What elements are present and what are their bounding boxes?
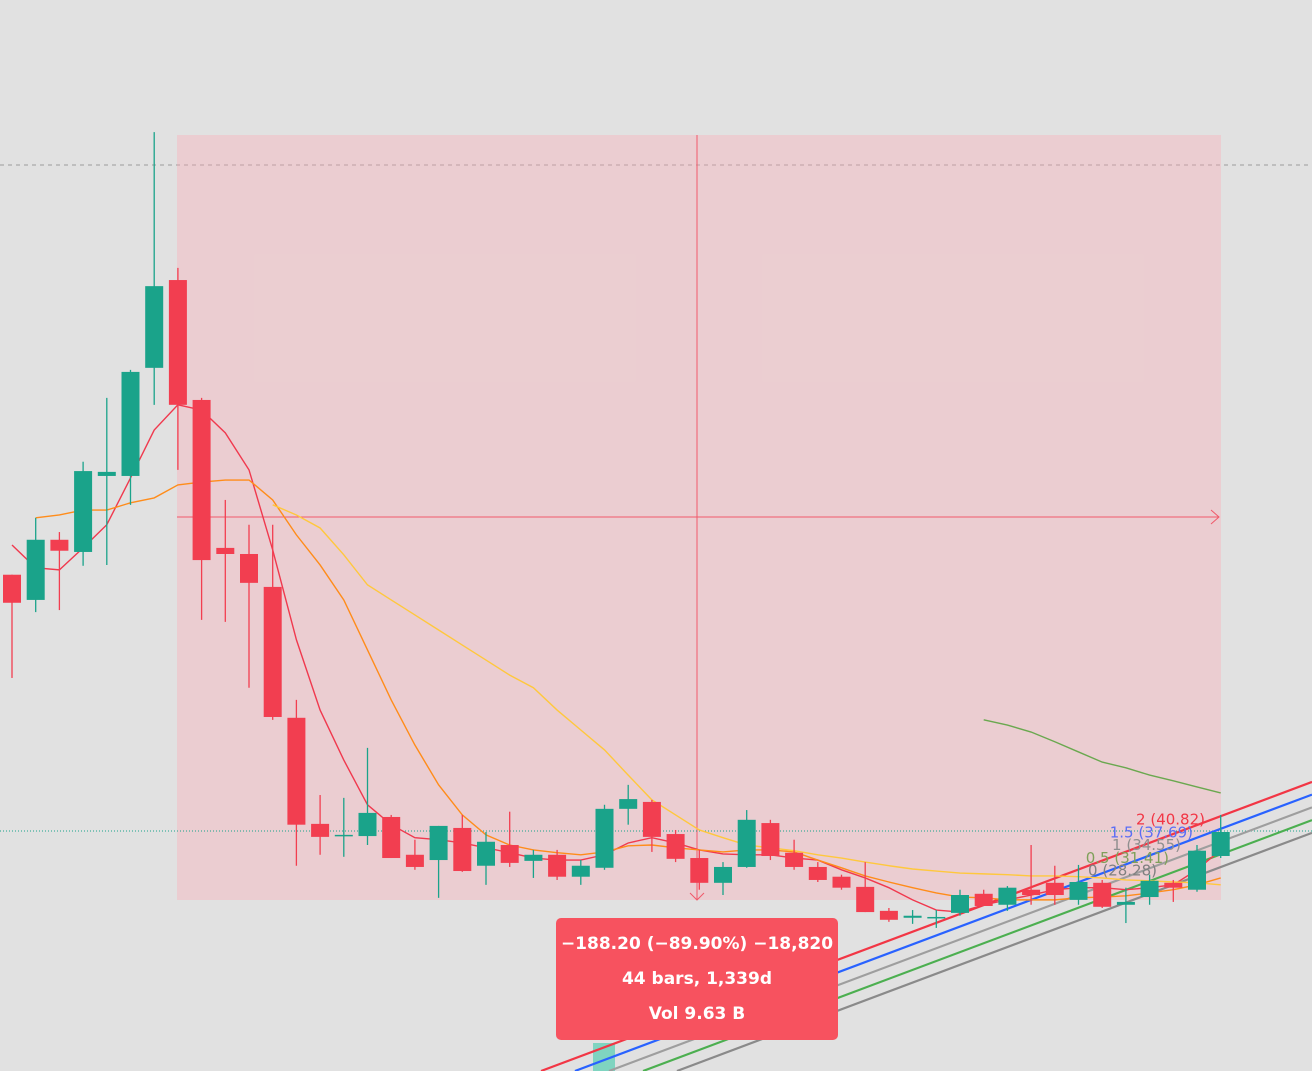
body (121, 371, 140, 476)
body (74, 471, 93, 552)
body (429, 825, 448, 861)
tooltip-text: −188.20 (−89.90%) −18,820 44 bars, 1,339d… (561, 934, 833, 1024)
body (619, 799, 638, 809)
body (145, 286, 164, 368)
body (97, 471, 116, 476)
body (714, 866, 732, 883)
body (263, 586, 282, 717)
body (1140, 880, 1159, 898)
body (1164, 882, 1183, 888)
fib-label: 1 (34.55) (1112, 836, 1181, 854)
body (1022, 889, 1041, 896)
body (50, 539, 69, 551)
body (311, 823, 330, 837)
body (548, 854, 567, 877)
tooltip-line: Vol 9.63 B (649, 1004, 745, 1024)
body (358, 812, 377, 837)
fib-labels: 2 (40.82)1.5 (37.69)1 (34.55)0.5 (31.41)… (1086, 811, 1205, 880)
indicator-line (35, 479, 1221, 901)
body (998, 887, 1017, 905)
body (737, 819, 756, 867)
measure-arrow (689, 892, 705, 901)
body (192, 399, 211, 561)
indicator-line (983, 719, 1221, 794)
body (666, 834, 685, 859)
body (477, 841, 495, 866)
body (571, 865, 590, 877)
body (26, 539, 45, 600)
body (240, 553, 258, 583)
candles (3, 132, 1230, 928)
body (453, 827, 472, 872)
measure-arrow (1210, 509, 1220, 525)
body (808, 866, 827, 880)
body (405, 854, 424, 867)
fib-label: 2 (40.82) (1136, 811, 1205, 829)
measure-tooltip (556, 918, 838, 1040)
body (951, 895, 969, 913)
body (3, 574, 21, 603)
body (1069, 882, 1088, 900)
body (500, 845, 519, 863)
body (1045, 882, 1064, 896)
body (832, 876, 851, 888)
body (524, 854, 543, 861)
body (595, 808, 614, 868)
body (1188, 850, 1206, 890)
body (1093, 882, 1112, 907)
fib-label: 1.5 (37.69) (1110, 823, 1193, 841)
tooltip-line: −188.20 (−89.90%) −18,820 (561, 934, 833, 954)
body (927, 916, 946, 919)
tooltip-line: 44 bars, 1,339d (622, 969, 772, 989)
body (168, 280, 187, 405)
body (903, 915, 922, 918)
body (287, 717, 306, 825)
body (879, 910, 898, 920)
body (974, 893, 993, 906)
body (690, 858, 709, 883)
body (785, 852, 804, 867)
body (1211, 832, 1230, 856)
body (761, 823, 780, 856)
body (856, 886, 875, 913)
body (216, 547, 235, 554)
body (1116, 901, 1135, 905)
fib-label: 0 (28.28) (1088, 862, 1157, 880)
body (382, 816, 401, 859)
fib-label: 0.5 (31.41) (1086, 849, 1169, 867)
body (642, 801, 661, 837)
body (334, 834, 353, 837)
